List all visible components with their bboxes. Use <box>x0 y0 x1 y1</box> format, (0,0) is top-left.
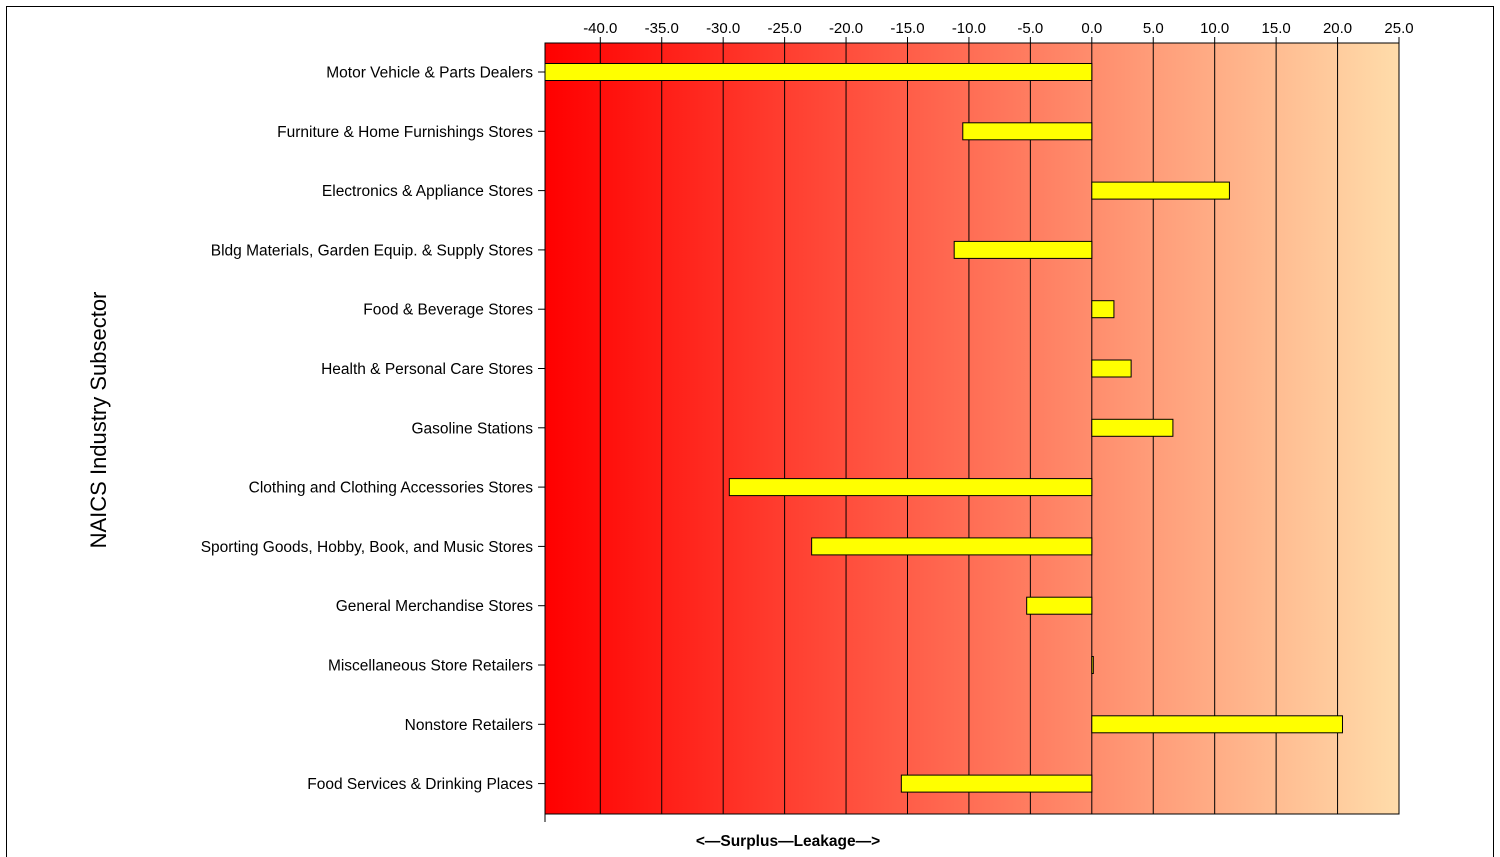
category-label: Health & Personal Care Stores <box>321 361 533 378</box>
x-tick-label: -5.0 <box>1017 20 1043 37</box>
category-label: Electronics & Appliance Stores <box>322 183 533 200</box>
bar <box>900 774 1093 793</box>
category-label: Motor Vehicle & Parts Dealers <box>326 65 533 82</box>
bar <box>1091 181 1230 200</box>
x-tick-label: 10.0 <box>1200 20 1229 37</box>
category-label: Miscellaneous Store Retailers <box>328 658 533 675</box>
x-tick-label: -20.0 <box>829 20 863 37</box>
x-tick-label: 25.0 <box>1384 20 1413 37</box>
category-label: Food Services & Drinking Places <box>307 776 533 793</box>
bar <box>1091 359 1132 378</box>
x-tick-label: -10.0 <box>952 20 986 37</box>
category-label: Bldg Materials, Garden Equip. & Supply S… <box>211 242 533 259</box>
bar <box>1026 596 1093 615</box>
category-label: Furniture & Home Furnishings Stores <box>277 124 533 141</box>
plot-border <box>544 42 1400 815</box>
bar <box>962 122 1093 141</box>
bar <box>1091 418 1174 437</box>
category-label: Nonstore Retailers <box>405 717 534 734</box>
x-tick-label: -30.0 <box>706 20 740 37</box>
category-label: Sporting Goods, Hobby, Book, and Music S… <box>201 539 534 556</box>
category-label: Gasoline Stations <box>412 420 534 437</box>
x-axis-label: <—Surplus—Leakage—> <box>696 833 880 850</box>
x-tick-label: 15.0 <box>1262 20 1291 37</box>
x-tick-label: 20.0 <box>1323 20 1352 37</box>
x-tick-label: 5.0 <box>1143 20 1164 37</box>
bar <box>1091 656 1094 674</box>
bar <box>1091 300 1115 319</box>
x-tick-label: -25.0 <box>768 20 802 37</box>
category-label: Food & Beverage Stores <box>363 302 533 319</box>
category-label: General Merchandise Stores <box>336 598 534 615</box>
x-tick-label: 0.0 <box>1081 20 1102 37</box>
bar <box>953 240 1093 259</box>
y-axis-label: NAICS Industry Subsector <box>86 292 111 549</box>
bar <box>811 537 1093 556</box>
bar <box>1091 715 1343 734</box>
plot-background <box>545 43 1399 814</box>
category-label: Clothing and Clothing Accessories Stores <box>249 480 534 497</box>
x-tick-label: -15.0 <box>890 20 924 37</box>
bar <box>544 63 1093 81</box>
x-tick-label: -35.0 <box>645 20 679 37</box>
bar <box>728 478 1093 497</box>
x-tick-label: -40.0 <box>583 20 617 37</box>
